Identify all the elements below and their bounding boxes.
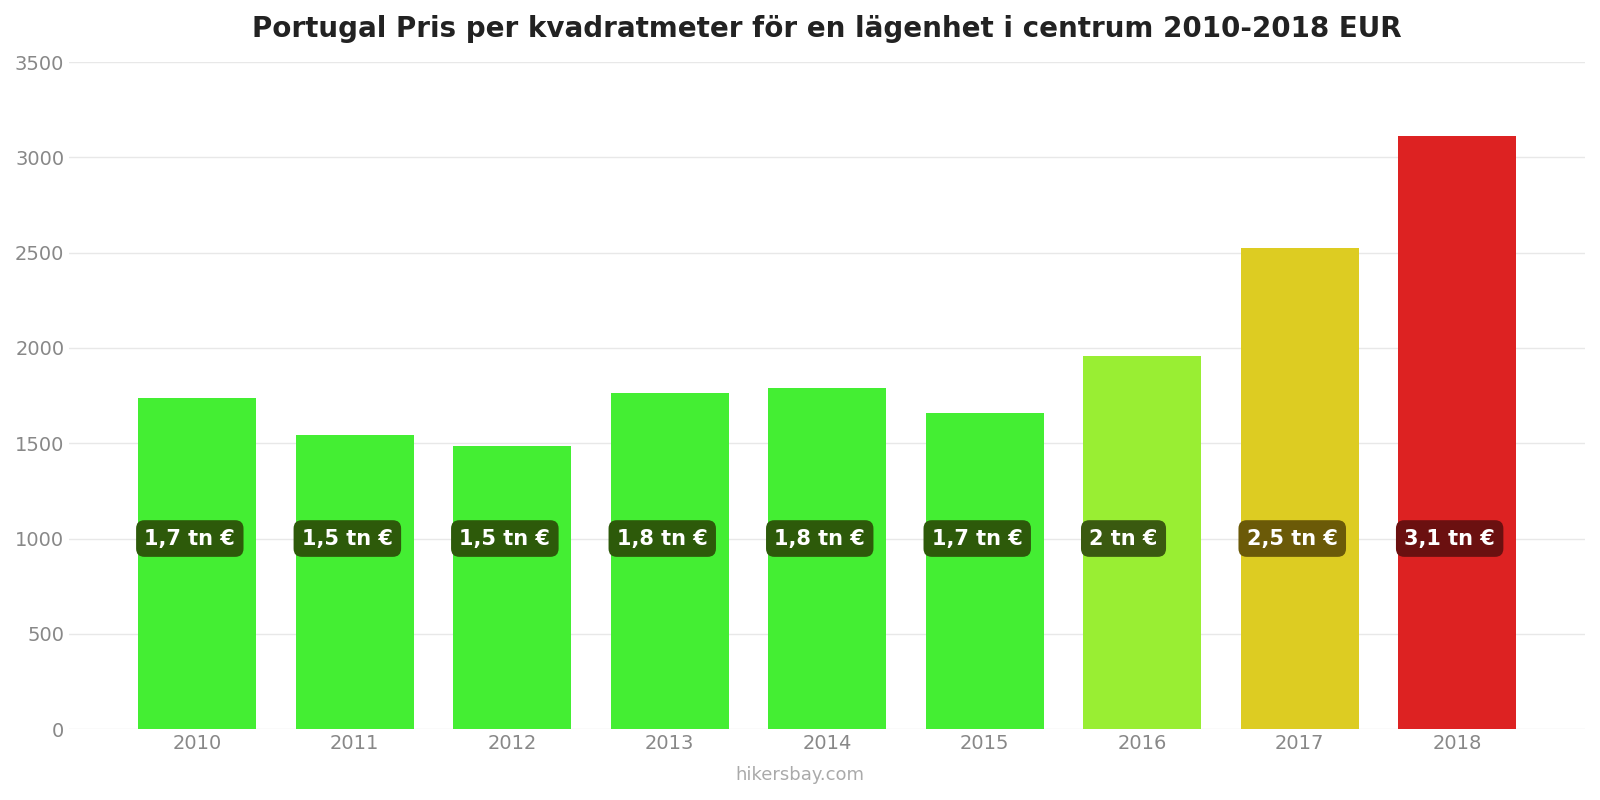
Bar bbox=[1398, 136, 1517, 729]
Bar bbox=[296, 435, 414, 729]
Text: 1,5 tn €: 1,5 tn € bbox=[302, 529, 392, 549]
Text: 2,5 tn €: 2,5 tn € bbox=[1246, 529, 1338, 549]
Text: 1,7 tn €: 1,7 tn € bbox=[931, 529, 1022, 549]
Text: 1,7 tn €: 1,7 tn € bbox=[144, 529, 235, 549]
Text: hikersbay.com: hikersbay.com bbox=[736, 766, 864, 784]
Text: 3,1 tn €: 3,1 tn € bbox=[1405, 529, 1494, 549]
Bar bbox=[138, 398, 256, 729]
Bar bbox=[925, 414, 1043, 729]
Bar bbox=[1240, 248, 1358, 729]
Text: 1,8 tn €: 1,8 tn € bbox=[618, 529, 707, 549]
Bar bbox=[768, 388, 886, 729]
Text: 1,8 tn €: 1,8 tn € bbox=[774, 529, 866, 549]
Bar bbox=[611, 393, 728, 729]
Text: 1,5 tn €: 1,5 tn € bbox=[459, 529, 550, 549]
Bar bbox=[1083, 355, 1202, 729]
Bar bbox=[453, 446, 571, 729]
Title: Portugal Pris per kvadratmeter för en lägenhet i centrum 2010-2018 EUR: Portugal Pris per kvadratmeter för en lä… bbox=[253, 15, 1402, 43]
Text: 2 tn €: 2 tn € bbox=[1090, 529, 1158, 549]
